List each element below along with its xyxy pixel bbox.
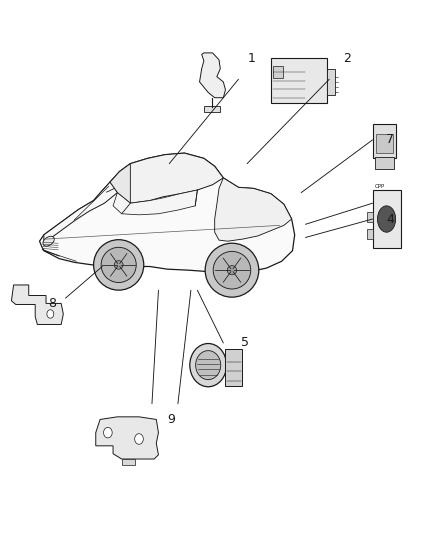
- Ellipse shape: [101, 247, 136, 282]
- Text: 7: 7: [386, 133, 394, 147]
- Circle shape: [103, 427, 112, 438]
- FancyBboxPatch shape: [372, 124, 396, 158]
- FancyBboxPatch shape: [367, 229, 372, 239]
- Ellipse shape: [94, 240, 144, 290]
- Polygon shape: [11, 285, 64, 325]
- Ellipse shape: [205, 243, 259, 297]
- Ellipse shape: [196, 351, 221, 379]
- Polygon shape: [110, 153, 223, 203]
- Text: 2: 2: [343, 52, 350, 64]
- Text: CPP: CPP: [374, 184, 385, 189]
- Polygon shape: [200, 53, 226, 98]
- Text: 5: 5: [241, 336, 249, 350]
- FancyBboxPatch shape: [374, 157, 394, 169]
- Polygon shape: [113, 190, 198, 215]
- Polygon shape: [110, 164, 131, 203]
- FancyBboxPatch shape: [226, 349, 242, 386]
- Circle shape: [134, 434, 143, 444]
- Polygon shape: [39, 153, 295, 273]
- Ellipse shape: [227, 265, 237, 275]
- FancyBboxPatch shape: [273, 66, 283, 78]
- Ellipse shape: [114, 261, 123, 269]
- Ellipse shape: [43, 236, 54, 246]
- FancyBboxPatch shape: [367, 212, 372, 222]
- Polygon shape: [215, 178, 292, 241]
- Circle shape: [47, 310, 54, 318]
- Text: 4: 4: [386, 213, 394, 225]
- Text: 9: 9: [167, 413, 175, 426]
- Text: 8: 8: [49, 297, 57, 310]
- FancyBboxPatch shape: [271, 58, 327, 103]
- Polygon shape: [96, 417, 159, 459]
- FancyBboxPatch shape: [204, 106, 220, 112]
- Ellipse shape: [190, 343, 226, 387]
- FancyBboxPatch shape: [327, 69, 335, 95]
- FancyBboxPatch shape: [376, 134, 393, 153]
- Polygon shape: [122, 459, 134, 465]
- FancyBboxPatch shape: [372, 190, 401, 248]
- Ellipse shape: [213, 252, 251, 289]
- Polygon shape: [44, 182, 117, 244]
- Text: 1: 1: [247, 52, 255, 64]
- Ellipse shape: [378, 206, 396, 232]
